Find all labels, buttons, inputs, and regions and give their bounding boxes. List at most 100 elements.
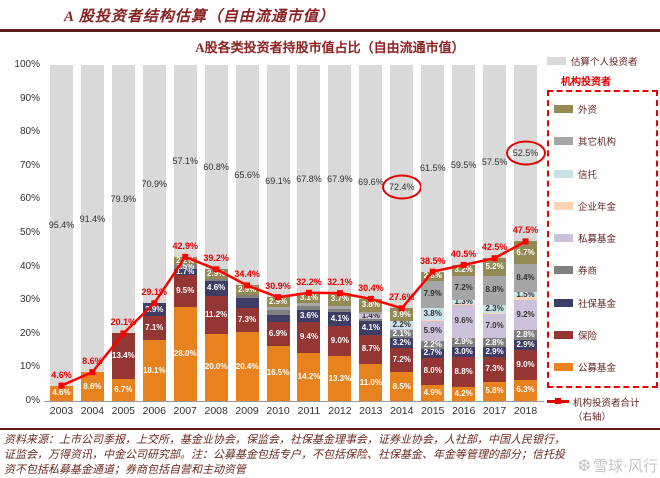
- bar-segment: [266, 322, 290, 346]
- bar-segment: [235, 307, 259, 333]
- line-point-marker: [58, 382, 65, 389]
- x-axis-year-label: 2003: [49, 405, 74, 417]
- individual-share-value: 61.5%: [419, 163, 446, 174]
- line-point-marker: [151, 300, 158, 307]
- bar-segment: [204, 279, 228, 281]
- legend-swatch-icon: [554, 363, 573, 371]
- bar-segment: [297, 292, 321, 304]
- bar-segment: [390, 330, 414, 338]
- bar-segment: [514, 292, 538, 298]
- bar-segment: [204, 65, 228, 270]
- bar-segment: [483, 381, 507, 401]
- bar-segment: [111, 378, 135, 401]
- bar-segment: [142, 316, 166, 341]
- x-axis-year-label: 2016: [451, 405, 476, 417]
- x-axis-year-label: 2012: [328, 405, 352, 417]
- individual-share-value: 67.9%: [327, 174, 353, 185]
- line-point-marker: [213, 266, 220, 273]
- legend-item-label: 保险: [578, 331, 598, 342]
- line-point-value: 4.6%: [51, 369, 72, 380]
- bar-segment: [173, 65, 197, 257]
- legend-swatch-icon: [554, 298, 573, 307]
- y-axis-tick-label: 60%: [19, 193, 40, 205]
- institutional-total-line: [58, 238, 529, 389]
- bar-segment: [359, 311, 383, 314]
- legend-item: 社保基金: [554, 296, 653, 310]
- legend-item-label: 券商: [578, 267, 598, 278]
- legend-item: 企业年金: [554, 199, 653, 213]
- legend-item: 外资: [554, 102, 653, 116]
- y-axis-tick-label: 20%: [19, 327, 40, 339]
- bar-segment: [421, 307, 445, 321]
- individual-share-value: 65.6%: [234, 170, 260, 181]
- bar-segment: [483, 65, 507, 259]
- line-point-marker: [398, 305, 405, 312]
- line-point-value: 42.9%: [172, 240, 198, 251]
- bar-segment: [483, 305, 507, 313]
- bar-segment: [173, 275, 197, 307]
- source-note: 资料来源：上市公司季报，上交所，基金业协会，保监会，社保基金理事会，证券业协会，…: [4, 433, 656, 478]
- y-axis-tick-label: 80%: [19, 126, 40, 138]
- line-point-value: 30.9%: [265, 281, 291, 292]
- bar-segment: [483, 312, 507, 315]
- bar-segment: [359, 321, 383, 335]
- bar-segment: [328, 356, 352, 401]
- bar-segment: [452, 65, 476, 265]
- x-axis-year-label: 2010: [266, 405, 290, 417]
- footer-divider: [0, 428, 660, 430]
- bar-segment: [483, 337, 507, 348]
- line-marker-icon: [547, 397, 569, 406]
- bar-segment: [483, 314, 507, 338]
- legend-item-label: 企业年金: [578, 202, 617, 213]
- bar-segment: [297, 306, 321, 310]
- y-axis-tick-label: 0%: [25, 395, 40, 406]
- line-point-value: 8.6%: [82, 356, 103, 367]
- x-axis-year-label: 2018: [513, 405, 538, 417]
- bar-segment: [421, 65, 445, 272]
- legend-item: 券商: [554, 263, 653, 277]
- line-point-value: 32.2%: [296, 276, 322, 287]
- bar-segment: [297, 309, 321, 322]
- x-axis-year-label: 2009: [235, 405, 259, 417]
- legend-institutional-box: 外资 其它机构 信托 企业年金 私募基金 券商 社保基金 保险 公募基金: [547, 90, 658, 388]
- bar-segment: [514, 263, 538, 293]
- x-axis-year-label: 2014: [390, 405, 414, 417]
- legend-swatch-icon: [554, 137, 573, 146]
- bar-segment: [514, 241, 538, 264]
- bar-segment: [173, 264, 197, 270]
- legend-item: 其它机构: [554, 134, 653, 148]
- bar-segment: [204, 333, 228, 401]
- line-point-marker: [182, 253, 189, 260]
- bar-segment: [173, 269, 197, 275]
- bar-segment: [266, 314, 290, 323]
- x-axis-year-label: 2011: [297, 405, 321, 417]
- legend-item-label: 社保基金: [578, 299, 617, 310]
- source-note-line: 证监会，万得资讯，中金公司研究部。注：公募基金包括专户，不包括保险、社保基金、年…: [4, 449, 565, 461]
- y-axis-tick-label: 70%: [19, 159, 40, 171]
- legend-item-individual: 估算个人投资者: [547, 54, 658, 68]
- bar-segment: [173, 256, 197, 265]
- bar-segment: [235, 65, 259, 286]
- bar-segment: [514, 330, 538, 340]
- legend-swatch-icon: [554, 266, 573, 275]
- individual-share-value: 79.9%: [110, 194, 137, 205]
- bar-segment: [421, 320, 445, 322]
- line-point-marker: [275, 294, 282, 301]
- bar-segment: [49, 385, 73, 401]
- bar-segment: [390, 321, 414, 329]
- line-point-marker: [491, 255, 498, 262]
- bar-segment: [359, 313, 383, 319]
- legend-item-label: 外资: [578, 106, 598, 116]
- page-title: A 股投资者结构估算（自由流通市值）: [64, 9, 335, 25]
- watermark-text: 雪球·风行: [593, 459, 658, 475]
- x-axis-year-label: 2005: [111, 405, 136, 417]
- highlight-circle: [505, 140, 546, 166]
- bar-segment: [390, 337, 414, 349]
- bar-segment: [421, 384, 445, 401]
- y-axis-tick-label: 50%: [19, 227, 40, 238]
- bar-segment: [204, 280, 228, 297]
- bar-segment: [421, 271, 445, 282]
- bar-segment: [452, 275, 476, 300]
- y-axis-tick-label: 30%: [19, 294, 40, 306]
- bar-segment: [452, 357, 476, 387]
